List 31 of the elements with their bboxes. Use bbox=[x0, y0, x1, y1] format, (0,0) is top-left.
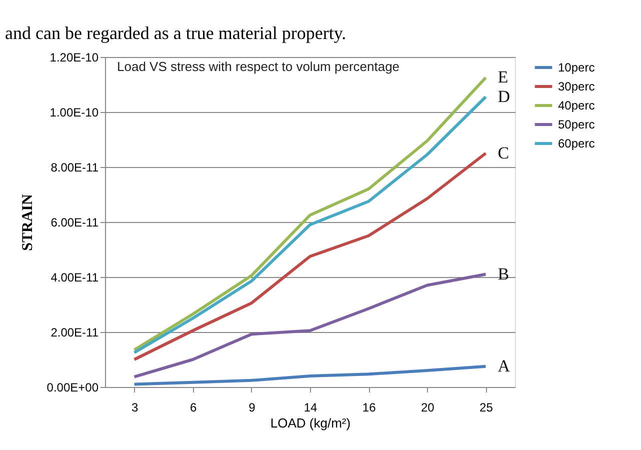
x-tick-label: 3 bbox=[131, 400, 138, 414]
y-tick-label: 1.00E-10 bbox=[50, 106, 99, 120]
text: and can be regarded as a true material property. bbox=[5, 23, 346, 43]
x-tick-label: 14 bbox=[304, 400, 318, 414]
line-series bbox=[132, 364, 488, 386]
y-tick-label: 6.00E-11 bbox=[50, 216, 99, 230]
y-tick-label: 8.00E-11 bbox=[50, 160, 99, 174]
annotation: A bbox=[498, 356, 511, 376]
annotation: D bbox=[498, 86, 510, 106]
line-series bbox=[132, 152, 488, 361]
y-tick-label: 0.00E+00 bbox=[46, 380, 99, 394]
x-tick-label: 25 bbox=[480, 400, 494, 414]
x-tick-label: 6 bbox=[190, 400, 198, 414]
legend-label: 40perc bbox=[558, 98, 595, 112]
y-tick-label: 2.00E-11 bbox=[50, 326, 99, 340]
y-tick-label: 1.20E-10 bbox=[50, 50, 99, 64]
annotation: C bbox=[498, 143, 510, 162]
legend-label: 10perc bbox=[558, 60, 595, 74]
legend-label: 50perc bbox=[558, 118, 595, 132]
line-series bbox=[132, 272, 488, 378]
legend-label: 30perc bbox=[558, 80, 595, 94]
chart-title: Load VS stress with respect to volum percentage bbox=[117, 59, 400, 74]
y-tick-label: 4.00E-11 bbox=[50, 270, 99, 284]
annotation: E bbox=[498, 68, 508, 87]
x-tick-label: 20 bbox=[420, 400, 435, 414]
legend-label: 60perc bbox=[558, 136, 595, 150]
x-tick-label: 9 bbox=[248, 400, 256, 414]
x-axis-title: LOAD (kg/m²) bbox=[270, 416, 351, 430]
y-axis-title: STRAIN bbox=[20, 194, 36, 251]
annotation: B bbox=[498, 264, 510, 284]
x-tick-label: 16 bbox=[362, 400, 376, 414]
